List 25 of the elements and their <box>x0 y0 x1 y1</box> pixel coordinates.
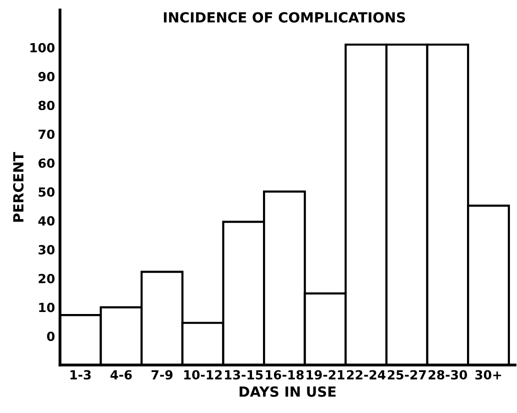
x-tick-label: 25-27 <box>388 370 426 380</box>
x-tick-label: 1-3 <box>70 370 91 380</box>
y-tick-label: 90 <box>38 72 55 82</box>
y-tick-label: 10 <box>39 302 55 312</box>
y-axis-title: PERCENT <box>13 152 24 222</box>
x-tick-label: 19-21 <box>306 370 344 380</box>
y-tick-label: 50 <box>38 187 55 197</box>
y-tick-label: 70 <box>38 130 55 140</box>
x-tick-label: 22-24 <box>347 370 386 380</box>
x-tick-label: 10-12 <box>184 370 222 380</box>
y-tick-label: 80 <box>38 100 55 110</box>
y-tick-label: 20 <box>38 274 55 284</box>
chart-title: INCIDENCE OF COMPLICATIONS <box>164 12 406 23</box>
y-tick-label: 60 <box>38 158 55 168</box>
x-tick-label: 4-6 <box>110 370 132 380</box>
x-tick-label: 30+ <box>475 370 502 380</box>
x-tick-label: 7-9 <box>152 370 173 380</box>
x-axis-title: DAYS IN USE <box>240 386 336 397</box>
x-tick-label: 13-15 <box>225 370 263 380</box>
x-tick-label: 16-18 <box>266 370 304 380</box>
y-tick-label: 0 <box>47 332 55 342</box>
y-tick-label: 40 <box>38 216 55 226</box>
y-tick-label: 30 <box>38 245 55 254</box>
x-tick-label: 28-30 <box>428 370 468 380</box>
y-tick-label: 100 <box>30 42 55 52</box>
